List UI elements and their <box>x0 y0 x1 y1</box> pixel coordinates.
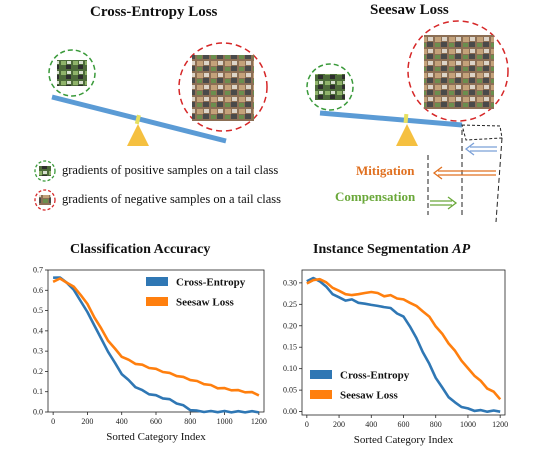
series-line-seesaw-loss <box>52 277 260 397</box>
series-line-cross-entropy <box>53 276 260 414</box>
x-tick-label: 1200 <box>251 417 267 426</box>
x-axis-label: Sorted Category Index <box>354 434 454 446</box>
reduced-negative-gradient-arrow <box>464 142 497 156</box>
y-tick-label: 0.5 <box>33 306 43 315</box>
series-line-cross-entropy <box>306 276 501 413</box>
chart-1-title: Classification Accuracy <box>70 242 211 257</box>
x-tick-label: 600 <box>398 420 410 429</box>
positive-gradient-legend-label: gradients of positive samples on a tail … <box>62 163 279 177</box>
series-line-seesaw-loss <box>306 277 502 401</box>
x-tick-label: 200 <box>333 420 345 429</box>
right-negative-gradient-circle <box>407 20 509 122</box>
mitigation-label: Mitigation <box>356 163 415 178</box>
right-seesaw-beam <box>319 110 463 128</box>
x-tick-label: 400 <box>116 417 128 426</box>
x-tick-label: 400 <box>365 420 377 429</box>
y-tick-label: 0.2 <box>33 367 43 376</box>
y-tick-label: 0.6 <box>33 286 43 295</box>
y-tick-label: 0.00 <box>283 407 297 416</box>
left-positive-gradient-circle <box>48 49 96 97</box>
legend-label: Cross-Entropy <box>176 277 246 289</box>
x-tick-label: 800 <box>184 417 196 426</box>
compensation-arrow <box>430 196 458 210</box>
right-pivot-triangle <box>396 124 418 146</box>
legend-swatch <box>146 277 168 286</box>
x-tick-label: 0 <box>305 420 309 429</box>
right-positive-gradient-circle <box>306 63 354 111</box>
y-tick-label: 0.20 <box>283 321 297 330</box>
chart-2-title: Instance Segmentation AP <box>313 242 471 257</box>
y-tick-label: 0.7 <box>33 266 43 275</box>
seesaw-illustration <box>34 20 509 223</box>
y-tick-label: 0.0 <box>33 408 43 417</box>
seesaw-loss-title: Seesaw Loss <box>370 2 449 18</box>
left-pivot-triangle <box>127 124 149 146</box>
y-tick-label: 0.30 <box>283 278 297 287</box>
chart-2-title-ap: AP <box>452 242 471 257</box>
x-tick-label: 0 <box>51 417 55 426</box>
x-tick-label: 1000 <box>217 417 233 426</box>
y-tick-label: 0.1 <box>33 387 43 396</box>
positive-gradient-legend-icon <box>34 160 56 182</box>
y-tick-label: 0.25 <box>283 300 297 309</box>
negative-gradient-legend-icon <box>34 189 56 211</box>
mitigation-arrow <box>432 166 496 180</box>
legend-label: Seesaw Loss <box>340 390 398 402</box>
negative-gradient-legend-label: gradients of negative samples on a tail … <box>62 192 282 206</box>
y-tick-label: 0.3 <box>33 347 43 356</box>
x-tick-label: 1200 <box>492 420 508 429</box>
instance-segmentation-ap-chart: 0 200 400 600 800 1000 1200 0.00 0.05 0.10 0.15 0.2… <box>283 269 508 446</box>
y-tick-label: 0.05 <box>283 386 297 395</box>
legend-swatch <box>310 370 332 379</box>
compensation-label: Compensation <box>335 189 416 204</box>
legend-label: Seesaw Loss <box>176 297 234 309</box>
y-tick-label: 0.10 <box>283 364 297 373</box>
original-beam-position-box <box>461 124 503 141</box>
legend-swatch <box>310 390 332 399</box>
classification-accuracy-chart: 0 200 400 600 800 1000 1200 0.0 0.1 0.2 0.3 0.4 0.5 0… <box>33 266 267 444</box>
y-tick-label: 0.15 <box>283 343 297 352</box>
y-tick-label: 0.4 <box>33 326 43 335</box>
cross-entropy-loss-title: Cross-Entropy Loss <box>90 4 218 20</box>
left-negative-gradient-circle <box>178 42 268 132</box>
plot-frame <box>301 269 506 416</box>
x-tick-label: 1000 <box>460 420 476 429</box>
x-tick-label: 200 <box>81 417 93 426</box>
x-tick-label: 600 <box>150 417 162 426</box>
x-axis-label: Sorted Category Index <box>106 431 206 443</box>
x-tick-label: 800 <box>430 420 442 429</box>
legend-swatch <box>146 297 168 306</box>
legend-label: Cross-Entropy <box>340 370 410 382</box>
